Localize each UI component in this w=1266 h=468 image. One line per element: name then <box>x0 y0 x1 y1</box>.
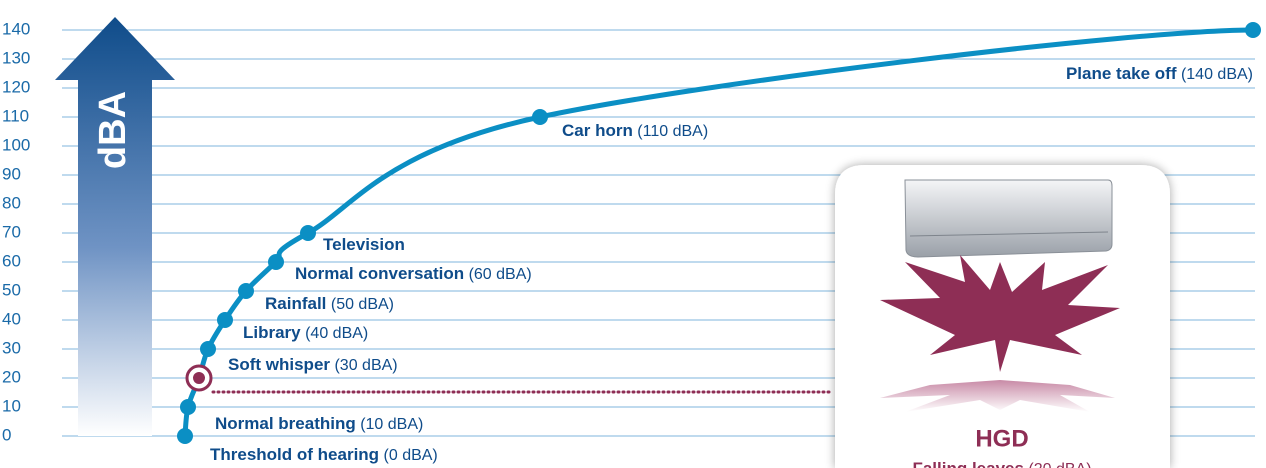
point <box>177 428 193 444</box>
y-axis-label: dBA <box>92 91 134 169</box>
point-value-label: (140 dBA) <box>1181 66 1253 83</box>
y-tick-label: 40 <box>2 309 21 328</box>
point-name: Soft whisper <box>228 355 330 374</box>
point <box>238 283 254 299</box>
point <box>217 312 233 328</box>
point <box>268 254 284 270</box>
highlight-dot <box>193 372 205 384</box>
point-value-label: (110 dBA) <box>637 123 708 140</box>
point-label: Television <box>323 235 405 254</box>
point-name: Car horn <box>562 121 633 140</box>
y-tick-label: 30 <box>2 338 21 357</box>
point-label: Car horn (110 dBA) <box>562 121 708 140</box>
y-tick-label: 10 <box>2 396 21 415</box>
point-name: Normal conversation <box>295 264 464 283</box>
y-tick-label: 120 <box>2 77 30 96</box>
point <box>300 225 316 241</box>
point-label: Normal breathing (10 dBA) <box>215 414 423 433</box>
point-name: Plane take off <box>1066 64 1177 83</box>
y-tick-label: 100 <box>2 135 30 154</box>
point-value-label: (60 dBA) <box>469 266 532 283</box>
y-tick-label: 80 <box>2 193 21 212</box>
point-value-label: (40 dBA) <box>305 325 368 342</box>
point <box>532 109 548 125</box>
point-value-label: (0 dBA) <box>384 447 438 464</box>
point-name: Threshold of hearing <box>210 445 379 464</box>
point <box>180 399 196 415</box>
point-value-label: (30 dBA) <box>334 357 397 374</box>
hgd-card: HGD Falling leaves (20 dBA) <box>835 165 1170 468</box>
y-tick-label: 140 <box>2 19 30 38</box>
axis-arrow: dBA <box>55 17 175 436</box>
y-tick-label: 130 <box>2 48 30 67</box>
y-tick-label: 70 <box>2 222 21 241</box>
point-value-label: (10 dBA) <box>360 416 423 433</box>
point-name: Rainfall <box>265 294 326 313</box>
point-value-label: (50 dBA) <box>331 296 394 313</box>
point-label: Rainfall (50 dBA) <box>265 294 394 313</box>
grid: 0 10 20 30 40 50 60 70 80 90 100 110 120 130 140 <box>2 19 1255 444</box>
point-label: Library (40 dBA) <box>243 323 368 342</box>
point-label: Plane take off (140 dBA) <box>1066 64 1253 83</box>
leaf-reflection <box>880 380 1115 412</box>
air-conditioner <box>904 179 1113 258</box>
arrow-shape <box>55 17 175 436</box>
y-tick-label: 20 <box>2 367 21 386</box>
card-title: HGD <box>975 425 1028 452</box>
plot: Threshold of hearing (0 dBA) Normal breat… <box>177 22 1261 464</box>
point-label: Soft whisper (30 dBA) <box>228 355 398 374</box>
point-name: Library <box>243 323 301 342</box>
y-tick-label: 90 <box>2 164 21 183</box>
y-tick-label: 0 <box>2 425 11 444</box>
y-tick-label: 110 <box>2 106 29 125</box>
highlight-label: Falling leaves (20 dBA) <box>912 459 1091 468</box>
highlight-value-label: (20 dBA) <box>1028 461 1091 468</box>
point-label: Threshold of hearing (0 dBA) <box>210 445 438 464</box>
leaf-icon <box>880 255 1120 372</box>
point-name: Normal breathing <box>215 414 356 433</box>
y-tick-label: 50 <box>2 280 21 299</box>
point <box>200 341 216 357</box>
highlight-name: Falling leaves <box>912 459 1024 468</box>
y-tick-label: 60 <box>2 251 21 270</box>
point-name: Television <box>323 235 405 254</box>
point-label: Normal conversation (60 dBA) <box>295 264 532 283</box>
point <box>1245 22 1261 38</box>
